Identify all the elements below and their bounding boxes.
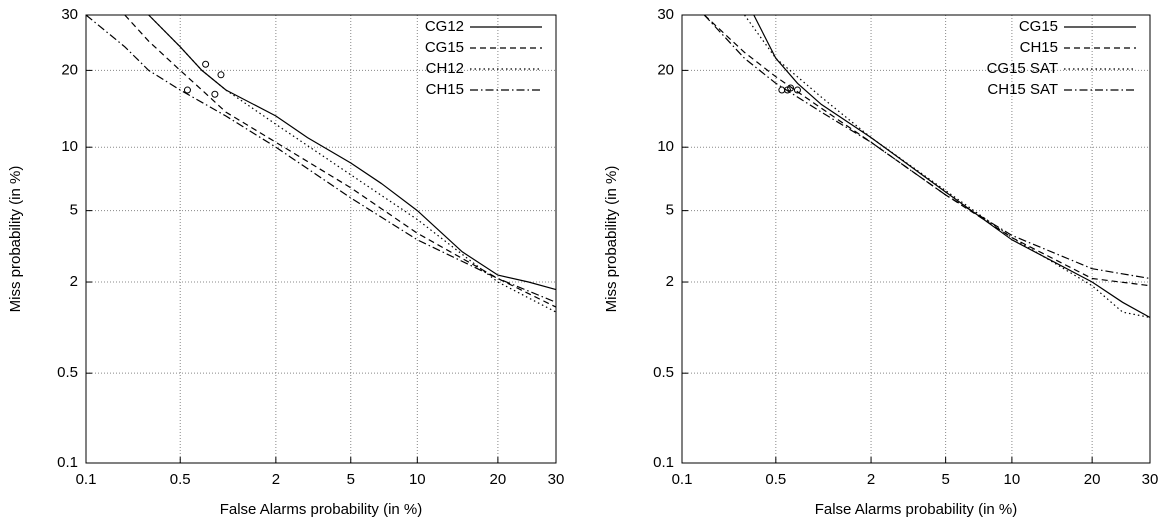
x-tick-label: 0.5: [765, 471, 786, 488]
y-tick-label: 20: [61, 61, 78, 78]
operating-point: [793, 86, 801, 94]
x-tick-label: 5: [941, 471, 949, 488]
plot-frame: [85, 14, 557, 464]
y-tick-label: 20: [657, 61, 674, 78]
y-axis-label: Miss probability (in %): [7, 166, 24, 313]
operating-point: [183, 86, 191, 94]
y-tick-label: 5: [70, 202, 78, 219]
series-line: [703, 14, 1151, 287]
series-line: [703, 14, 1151, 280]
series-line: [148, 14, 557, 313]
y-tick-label: 30: [657, 6, 674, 23]
operating-point: [778, 86, 786, 94]
legend-label: CG12: [425, 18, 464, 35]
x-axis-label: False Alarms probability (in %): [815, 501, 1018, 518]
x-tick-label: 20: [490, 471, 507, 488]
y-tick-label: 10: [61, 138, 78, 155]
x-tick-label: 2: [272, 471, 280, 488]
legend-label: CG15: [425, 39, 464, 56]
y-tick-label: 0.5: [653, 364, 674, 381]
y-tick-label: 30: [61, 6, 78, 23]
legend-label: CH12: [426, 60, 464, 77]
legend-label: CG15: [1019, 18, 1058, 35]
y-tick-label: 5: [666, 202, 674, 219]
series-line: [744, 14, 1151, 319]
x-tick-label: 0.5: [170, 471, 191, 488]
legend-label: CH15: [1020, 39, 1058, 56]
x-tick-label: 10: [409, 471, 426, 488]
y-tick-label: 10: [657, 138, 674, 155]
legend-label: CH15 SAT: [987, 81, 1058, 98]
x-axis-label: False Alarms probability (in %): [220, 501, 423, 518]
series-line: [148, 14, 557, 291]
x-tick-label: 5: [347, 471, 355, 488]
series-line: [85, 14, 557, 303]
x-tick-label: 30: [1142, 471, 1159, 488]
y-tick-label: 2: [666, 273, 674, 290]
x-tick-label: 2: [867, 471, 875, 488]
y-axis-label: Miss probability (in %): [603, 166, 620, 313]
series-line: [753, 14, 1151, 319]
operating-point: [787, 84, 795, 92]
x-tick-label: 0.1: [672, 471, 693, 488]
legend-label: CH15: [426, 81, 464, 98]
plot-frame: [681, 14, 1151, 464]
x-tick-label: 30: [548, 471, 565, 488]
series-line: [124, 14, 557, 308]
x-tick-label: 20: [1084, 471, 1101, 488]
y-tick-label: 0.1: [57, 454, 78, 471]
operating-point: [217, 71, 225, 79]
y-tick-label: 2: [70, 273, 78, 290]
operating-point: [202, 60, 210, 68]
x-tick-label: 10: [1004, 471, 1021, 488]
operating-point: [211, 90, 219, 98]
y-tick-label: 0.1: [653, 454, 674, 471]
x-tick-label: 0.1: [76, 471, 97, 488]
legend-label: CG15 SAT: [987, 60, 1058, 77]
y-tick-label: 0.5: [57, 364, 78, 381]
